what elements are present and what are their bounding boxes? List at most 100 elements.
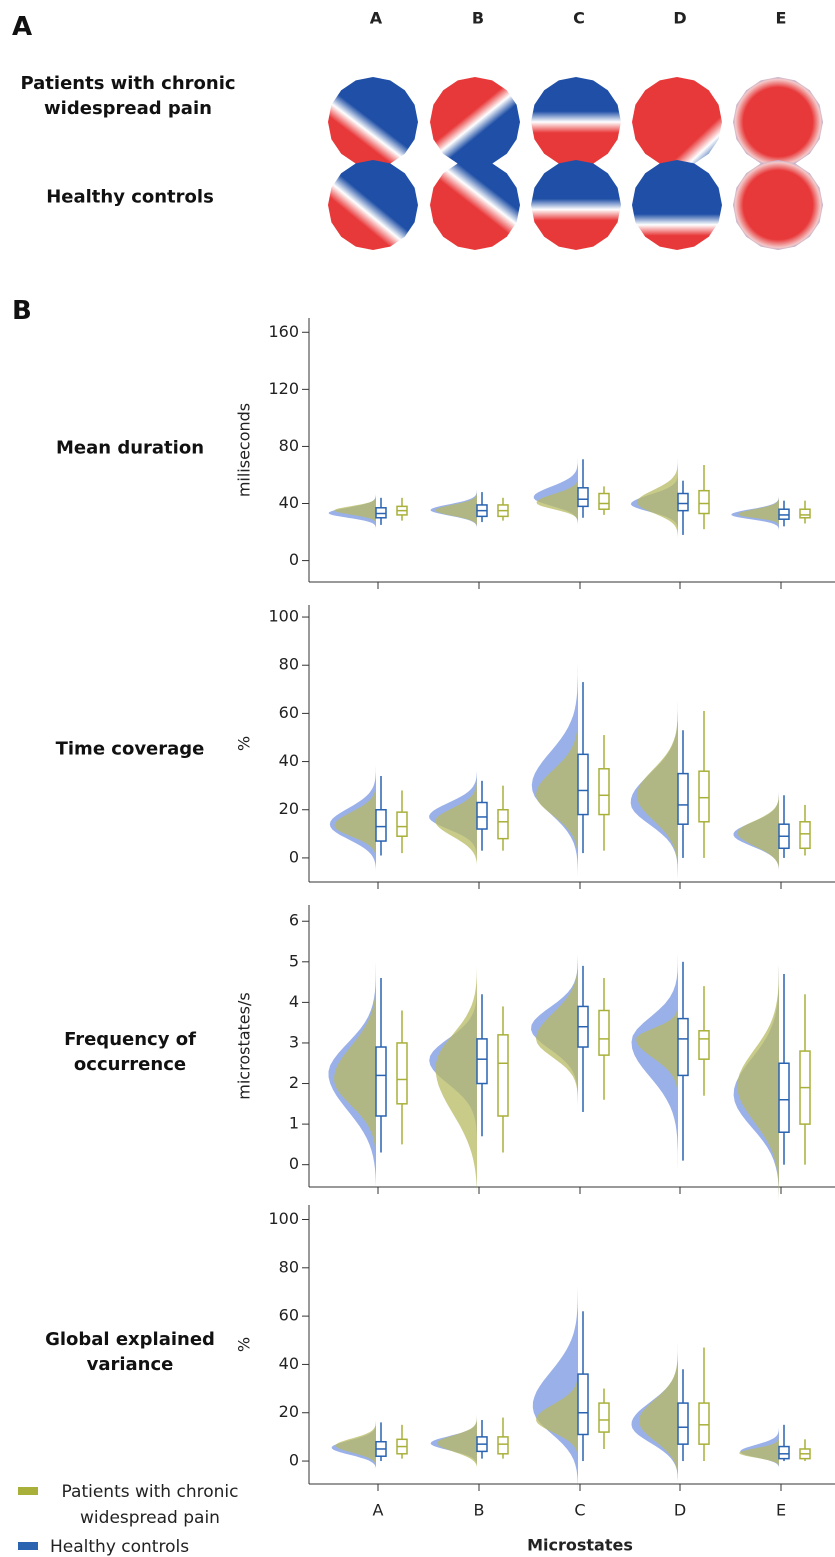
panel-label: B — [12, 296, 32, 326]
topo-map — [430, 160, 520, 250]
y-tick-label: 120 — [268, 379, 299, 398]
box — [577, 753, 589, 816]
distribution-cloud — [737, 791, 779, 869]
distribution-cloud — [536, 955, 578, 1123]
distribution-cloud — [536, 478, 578, 523]
box — [375, 808, 387, 842]
y-tick-label: 0 — [289, 847, 299, 866]
y-tick-label: 6 — [289, 911, 299, 930]
distribution-cloud — [532, 1281, 578, 1492]
distribution-cloud — [437, 1409, 477, 1468]
distribution-cloud — [334, 778, 376, 866]
y-tick-label: 160 — [268, 322, 299, 341]
box — [497, 808, 509, 840]
column-label: E — [776, 9, 787, 28]
y-tick-label: 20 — [279, 1402, 299, 1421]
box — [476, 801, 488, 830]
distribution-cloud — [737, 957, 779, 1202]
box — [677, 1402, 689, 1445]
chart-title: Frequency of occurrence — [64, 1029, 196, 1075]
box — [396, 1042, 408, 1105]
y-tick-label: 0 — [289, 550, 299, 569]
y-tick-label: 3 — [289, 1032, 299, 1051]
distribution-cloud — [435, 492, 477, 527]
box — [396, 811, 408, 837]
box — [497, 1436, 509, 1455]
topo-map — [430, 77, 520, 167]
box — [577, 1373, 589, 1436]
distribution-cloud — [435, 965, 477, 1194]
y-axis-label: % — [235, 1337, 254, 1352]
y-axis-label: microstates/s — [235, 992, 254, 1099]
distribution-cloud — [738, 496, 779, 528]
y-axis-label: % — [235, 736, 254, 751]
distribution-cloud — [536, 1374, 578, 1464]
y-tick-label: 0 — [289, 1451, 299, 1470]
distribution-cloud — [636, 971, 678, 1110]
column-label: A — [370, 9, 383, 28]
y-tick-label: 60 — [279, 703, 299, 722]
topo-map — [531, 77, 621, 167]
box — [577, 487, 589, 508]
chart-title: Mean duration — [55, 437, 205, 459]
distribution-cloud — [536, 712, 578, 874]
x-tick-label: C — [574, 1501, 585, 1520]
box — [598, 1009, 610, 1056]
box — [778, 1445, 790, 1460]
box — [677, 772, 689, 825]
y-tick-label: 40 — [279, 1354, 299, 1373]
topo-map — [531, 160, 621, 250]
box — [598, 768, 610, 816]
y-tick-label: 4 — [289, 992, 299, 1011]
y-tick-label: 2 — [289, 1073, 299, 1092]
legend-swatch — [18, 1542, 38, 1550]
x-tick-label: E — [776, 1501, 786, 1520]
distribution-cloud — [637, 453, 678, 541]
y-tick-label: 5 — [289, 951, 299, 970]
chart-title: Global explained variance — [45, 1329, 215, 1375]
topo-map — [733, 77, 823, 167]
column-label: B — [472, 9, 484, 28]
y-tick-label: 80 — [279, 436, 299, 455]
legend-swatch — [18, 1487, 38, 1495]
box — [698, 770, 710, 823]
distribution-cloud — [631, 933, 678, 1190]
y-tick-label: 100 — [268, 1209, 299, 1228]
x-axis-label: Microstates — [527, 1536, 633, 1555]
box — [598, 1402, 610, 1433]
chart-title: Time coverage — [55, 738, 205, 760]
y-tick-label: 40 — [279, 493, 299, 512]
box — [698, 489, 710, 515]
y-tick-label: 40 — [279, 751, 299, 770]
y-tick-label: 100 — [268, 607, 299, 626]
column-label: D — [673, 9, 686, 28]
topo-map — [733, 160, 823, 250]
row-label: Patients with chronic widespread pain — [20, 73, 236, 119]
distribution-cloud — [334, 980, 376, 1175]
y-tick-label: 1 — [289, 1114, 299, 1133]
x-tick-label: D — [674, 1501, 686, 1520]
x-tick-label: B — [474, 1501, 485, 1520]
column-label: C — [573, 9, 585, 28]
y-tick-label: 20 — [279, 799, 299, 818]
distribution-cloud — [639, 1326, 678, 1482]
box — [497, 1034, 509, 1117]
box — [778, 1062, 790, 1133]
y-axis-label: miliseconds — [235, 403, 254, 497]
y-tick-label: 80 — [279, 1257, 299, 1276]
x-tick-label: A — [373, 1501, 384, 1520]
y-tick-label: 60 — [279, 1306, 299, 1325]
box — [799, 508, 811, 519]
y-tick-label: 0 — [289, 1154, 299, 1173]
panel-label: A — [12, 12, 33, 42]
distribution-cloud — [435, 771, 477, 866]
box — [598, 492, 610, 510]
legend-label: Healthy controls — [50, 1537, 190, 1557]
topo-map — [328, 77, 418, 167]
box — [476, 1038, 488, 1085]
box — [698, 1030, 710, 1060]
distribution-cloud — [739, 1434, 779, 1466]
topo-map — [632, 77, 722, 167]
